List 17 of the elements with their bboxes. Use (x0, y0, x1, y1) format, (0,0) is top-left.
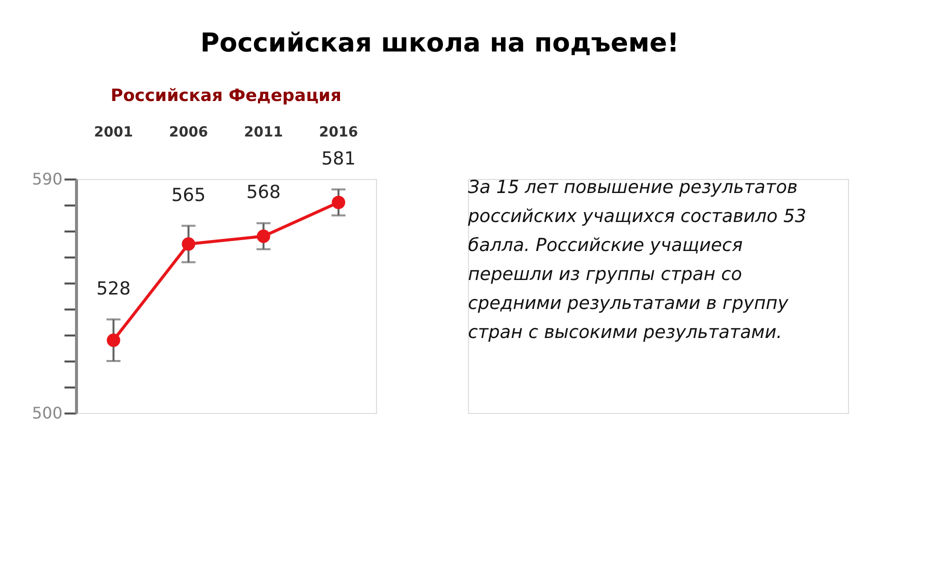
data-label: 568 (246, 182, 281, 204)
y-tick-label: 500 (32, 404, 62, 422)
x-tick-label: 2006 (169, 124, 208, 140)
chart-subtitle: Российская Федерация (110, 86, 342, 106)
point (182, 237, 196, 251)
x-tick-label: 2001 (94, 124, 133, 140)
data-label: 528 (96, 278, 131, 300)
text: За 15 лет повышение результатов российских учащихся составило 53 балла. Российские учащиеся перешли из группы стран со средними результатами в группу стран с высокими результатами. (467, 177, 806, 343)
y-tick-label: 590 (32, 170, 62, 188)
point (332, 196, 346, 210)
data-label: 565 (171, 184, 206, 206)
text: Российская школа на подъеме! (200, 28, 680, 58)
x-tick-label: 2016 (319, 124, 358, 140)
x-tick-label: 2011 (244, 124, 283, 140)
point (256, 230, 270, 243)
data-label: 581 (321, 148, 356, 170)
point (106, 334, 120, 347)
